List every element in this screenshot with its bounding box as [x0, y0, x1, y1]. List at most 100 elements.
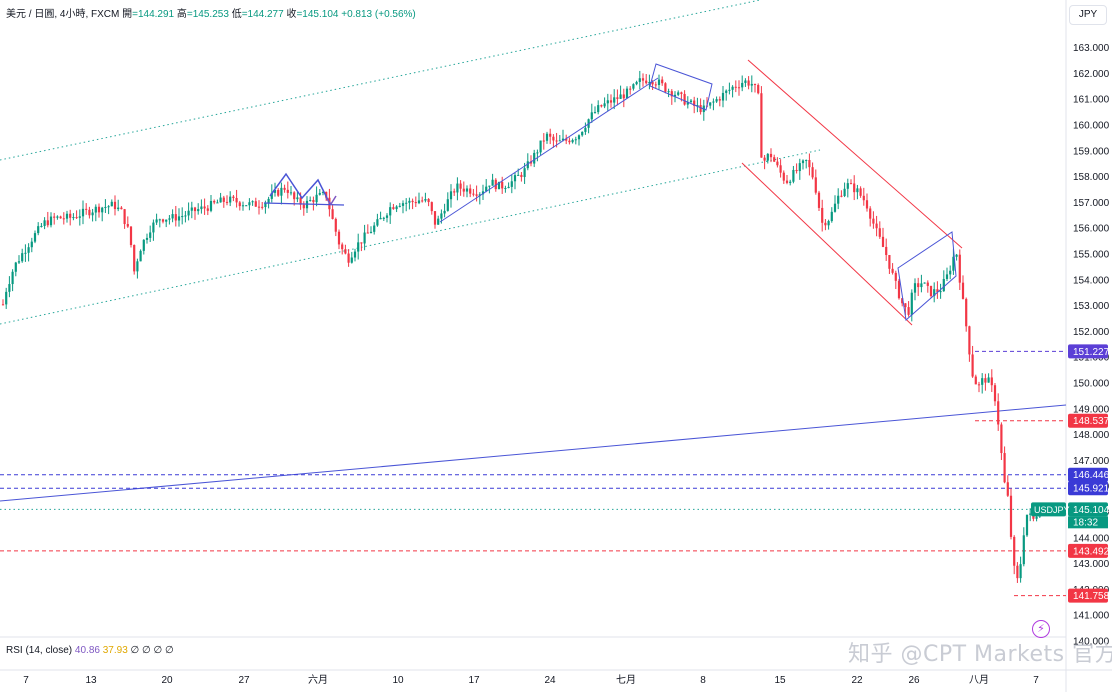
candle-body [712, 101, 715, 103]
candle-body [856, 188, 859, 193]
candle-body [152, 222, 155, 233]
candle-body [952, 256, 955, 271]
candle-body [53, 216, 56, 218]
candle-body [254, 201, 257, 207]
price-label-text: 151.227 [1073, 347, 1110, 358]
price-label-text: 145.921 [1073, 484, 1110, 495]
y-tick-label: 159.000 [1073, 146, 1110, 157]
rsi-legend[interactable]: RSI (14, close) 40.86 37.93 ∅ ∅ ∅ ∅ [6, 645, 174, 656]
price-label-text: 143.492 [1073, 546, 1110, 557]
y-tick-label: 140.000 [1073, 637, 1110, 648]
lower-dotted-trendline [0, 149, 821, 325]
symbol-tag [1031, 502, 1066, 517]
candle-body [939, 291, 942, 293]
rsi-value-1: 40.86 [74, 645, 100, 656]
candle-body [155, 219, 158, 223]
candle-body [81, 208, 85, 217]
price-label-tag [1068, 502, 1108, 517]
y-tick-label: 157.000 [1073, 198, 1110, 209]
candle-body [5, 291, 8, 305]
candle-body [171, 214, 174, 219]
candle-body [30, 241, 33, 248]
candle-body [1029, 513, 1032, 515]
candle-body [389, 207, 392, 216]
candle-body [1, 304, 5, 306]
candle-body [245, 205, 248, 207]
candle-body [523, 168, 526, 178]
candle-body [49, 216, 53, 226]
upper-dotted-trendline [0, 0, 761, 161]
candle-body [430, 202, 433, 212]
candle-body [123, 209, 126, 225]
candle-body [984, 378, 987, 383]
candle-body [923, 282, 926, 284]
candle-body [686, 101, 689, 105]
candle-body [293, 192, 296, 200]
watermark: 知乎 @CPT Markets 官方 [848, 642, 1112, 667]
candle-body [261, 206, 264, 208]
candle-body [942, 278, 945, 292]
candle-body [1016, 565, 1019, 579]
price-label-text: 141.758 [1073, 591, 1110, 602]
candle-body [241, 205, 245, 207]
candle-body [405, 202, 408, 204]
candle-body [357, 242, 360, 252]
candle-body [843, 188, 846, 197]
candle-body [830, 211, 833, 222]
candle-body [881, 236, 885, 247]
candle-body [683, 93, 686, 105]
candle-body [763, 157, 766, 161]
candle-body [113, 201, 117, 210]
candle-body [766, 153, 769, 161]
rsi-value-2: 37.93 [102, 645, 128, 656]
zigzag-pattern [269, 172, 331, 205]
candle-body [1019, 564, 1022, 579]
candle-body [440, 213, 443, 219]
candle-body [907, 307, 910, 315]
candle-body [913, 283, 917, 293]
candle-body [78, 216, 81, 218]
y-tick-label: 141.000 [1073, 611, 1110, 622]
candle-body [638, 78, 641, 82]
candle-body [481, 191, 485, 195]
y-tick-label: 156.000 [1073, 224, 1110, 235]
candle-body [840, 195, 843, 197]
currency-button[interactable]: JPY [1069, 5, 1107, 25]
candle-body [145, 237, 149, 240]
candle-body [94, 206, 97, 213]
candle-body [309, 199, 312, 201]
candle-body [894, 272, 897, 281]
down-channel-upper [747, 59, 963, 249]
candle-body [949, 270, 952, 275]
candle-body [350, 257, 353, 263]
candle-body [558, 140, 561, 142]
candle-body [773, 157, 776, 162]
candle-body [811, 167, 814, 178]
candle-body [1009, 495, 1013, 537]
x-tick-label: 10 [392, 675, 404, 686]
candle-body [917, 283, 920, 288]
countdown-text: 18:32 [1073, 517, 1098, 528]
y-tick-label: 149.000 [1073, 404, 1110, 415]
price-label-tag [1068, 413, 1108, 428]
candle-body [593, 112, 597, 114]
lightning-icon[interactable]: ⚡ [1032, 620, 1050, 638]
candle-body [449, 191, 453, 200]
candle-body [821, 207, 824, 223]
candle-body [181, 216, 184, 218]
candle-body [718, 99, 721, 101]
candle-body [974, 376, 977, 385]
candle-body [616, 97, 619, 99]
candle-body [654, 84, 657, 86]
candle-body [158, 219, 161, 221]
symbol-tag-text: USDJPY [1034, 505, 1070, 515]
candle-body [990, 377, 993, 386]
candle-body [1025, 514, 1029, 536]
candle-body [785, 180, 789, 183]
candle-body [97, 206, 101, 213]
candle-body [165, 219, 168, 222]
x-tick-label: 26 [908, 675, 920, 686]
price-label-tag [1068, 588, 1108, 603]
candle-body [65, 213, 69, 219]
